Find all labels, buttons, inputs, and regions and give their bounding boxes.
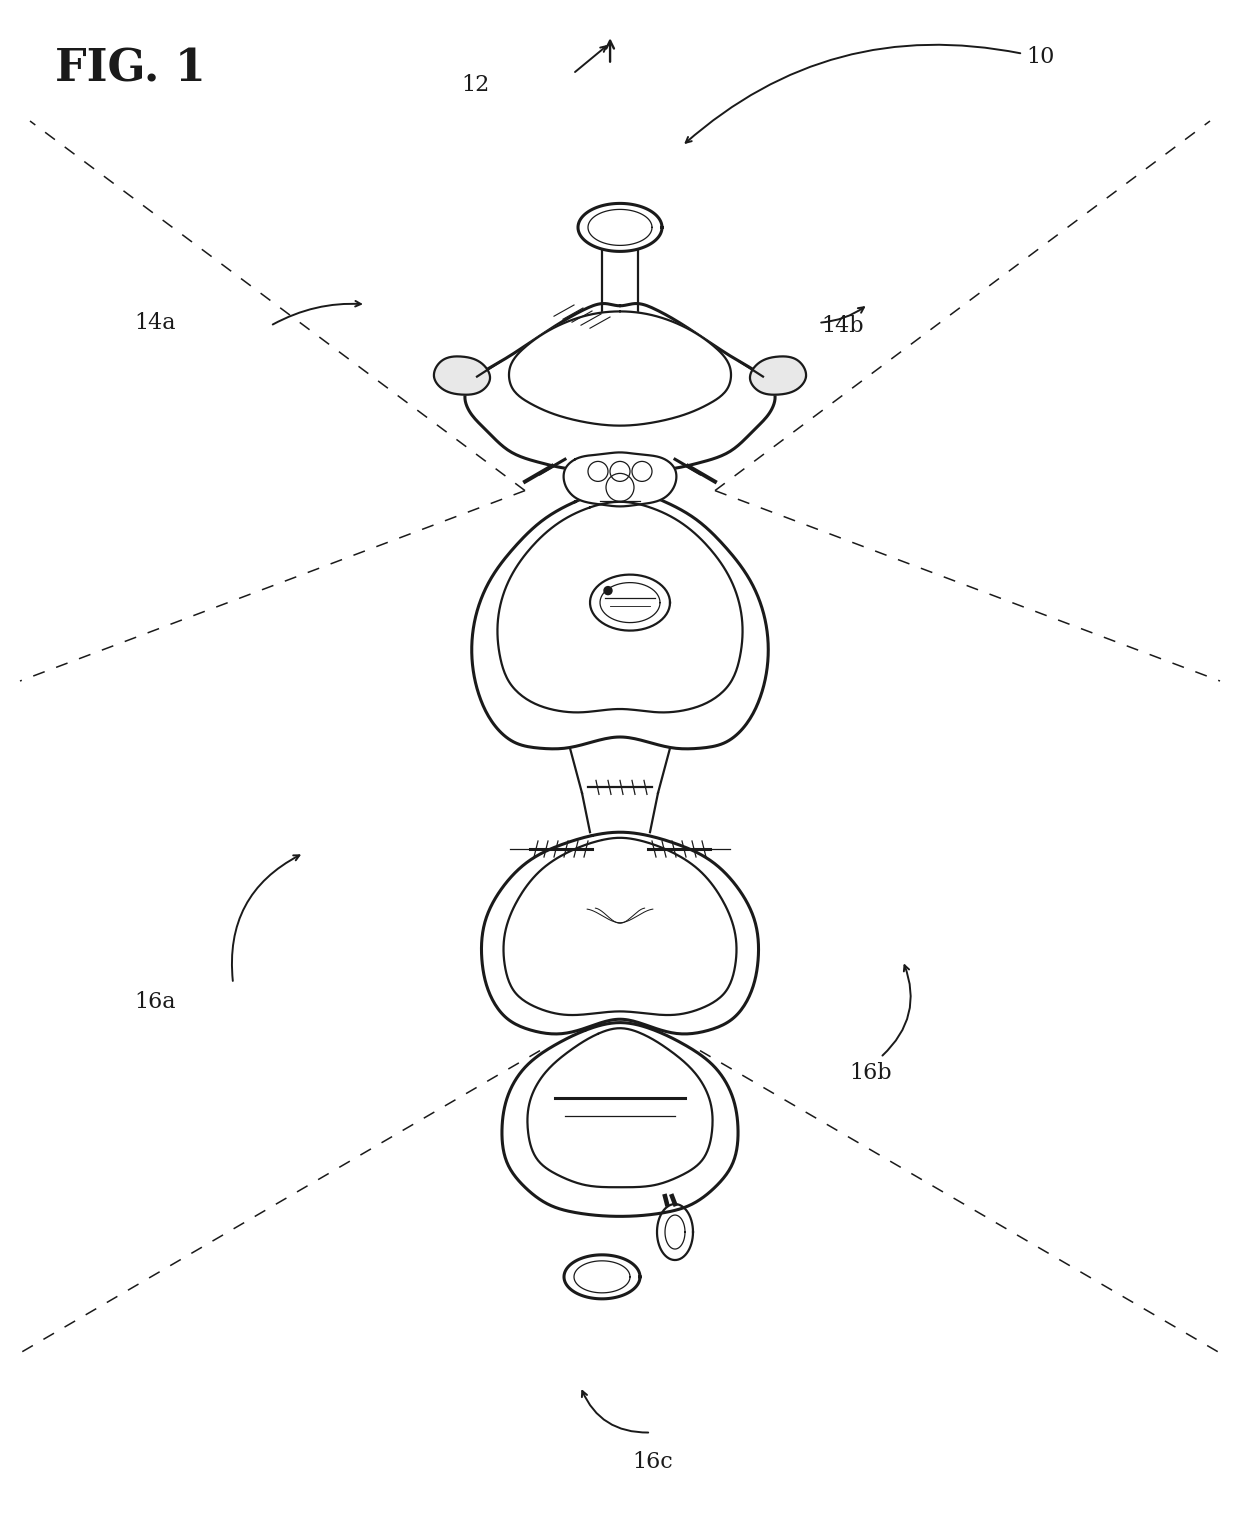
Polygon shape (564, 452, 676, 506)
Text: 10: 10 (1027, 46, 1055, 68)
Polygon shape (471, 490, 769, 749)
Text: 14b: 14b (821, 315, 863, 337)
Polygon shape (508, 312, 732, 426)
Polygon shape (527, 1028, 713, 1187)
Circle shape (604, 587, 613, 595)
Text: 14a: 14a (134, 312, 175, 334)
Polygon shape (465, 303, 775, 473)
Text: FIG. 1: FIG. 1 (55, 48, 206, 91)
Polygon shape (503, 838, 737, 1014)
Text: 16a: 16a (134, 991, 175, 1013)
Polygon shape (497, 501, 743, 712)
Polygon shape (502, 1022, 738, 1216)
Polygon shape (434, 357, 490, 395)
Text: 16b: 16b (849, 1062, 892, 1084)
Text: 16c: 16c (632, 1451, 673, 1472)
Polygon shape (750, 357, 806, 395)
Text: 12: 12 (461, 74, 490, 95)
Polygon shape (481, 832, 759, 1034)
